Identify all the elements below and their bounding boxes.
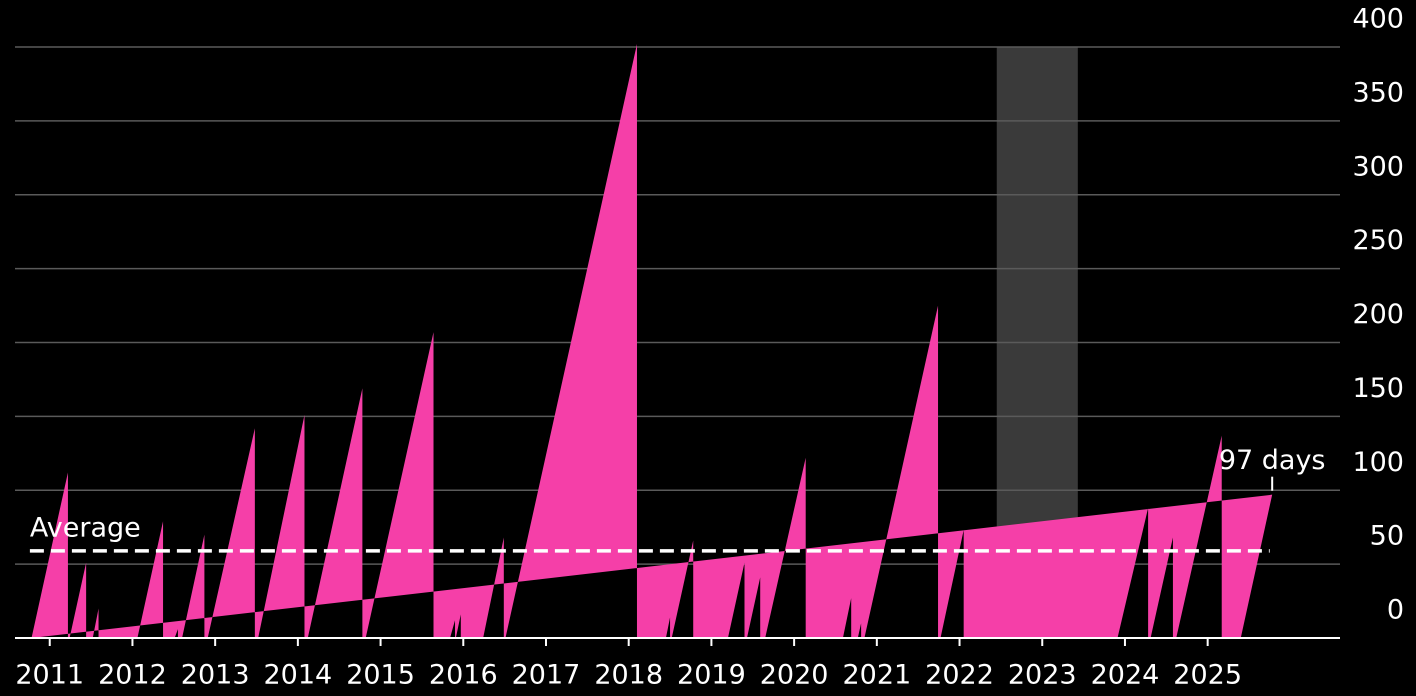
x-tick-label: 2022: [925, 660, 994, 691]
x-tick-label: 2015: [346, 660, 415, 691]
y-tick-label: 200: [1352, 299, 1404, 330]
y-tick-label: 0: [1387, 595, 1404, 626]
x-tick-label: 2013: [181, 660, 250, 691]
x-tick-label: 2012: [98, 660, 167, 691]
x-tick-label: 2011: [15, 660, 84, 691]
x-tick-label: 2020: [760, 660, 829, 691]
y-tick-label: 50: [1370, 521, 1404, 552]
y-tick-label: 350: [1352, 77, 1404, 108]
annotation-label: 97 days: [1219, 445, 1326, 476]
y-tick-label: 150: [1352, 373, 1404, 404]
average-label: Average: [30, 512, 141, 543]
x-tick-label: 2016: [429, 660, 498, 691]
y-tick-label: 400: [1352, 4, 1404, 35]
y-tick-label: 250: [1352, 225, 1404, 256]
x-tick-label: 2018: [594, 660, 663, 691]
y-tick-label: 100: [1352, 447, 1404, 478]
x-tick-label: 2019: [677, 660, 746, 691]
x-tick-label: 2025: [1173, 660, 1242, 691]
x-tick-label: 2021: [842, 660, 911, 691]
x-tick-label: 2023: [1008, 660, 1077, 691]
y-tick-label: 300: [1352, 151, 1404, 182]
area: [31, 44, 1273, 639]
x-tick-label: 2017: [512, 660, 581, 691]
x-tick-label: 2024: [1091, 660, 1160, 691]
x-tick-label: 2014: [264, 660, 333, 691]
